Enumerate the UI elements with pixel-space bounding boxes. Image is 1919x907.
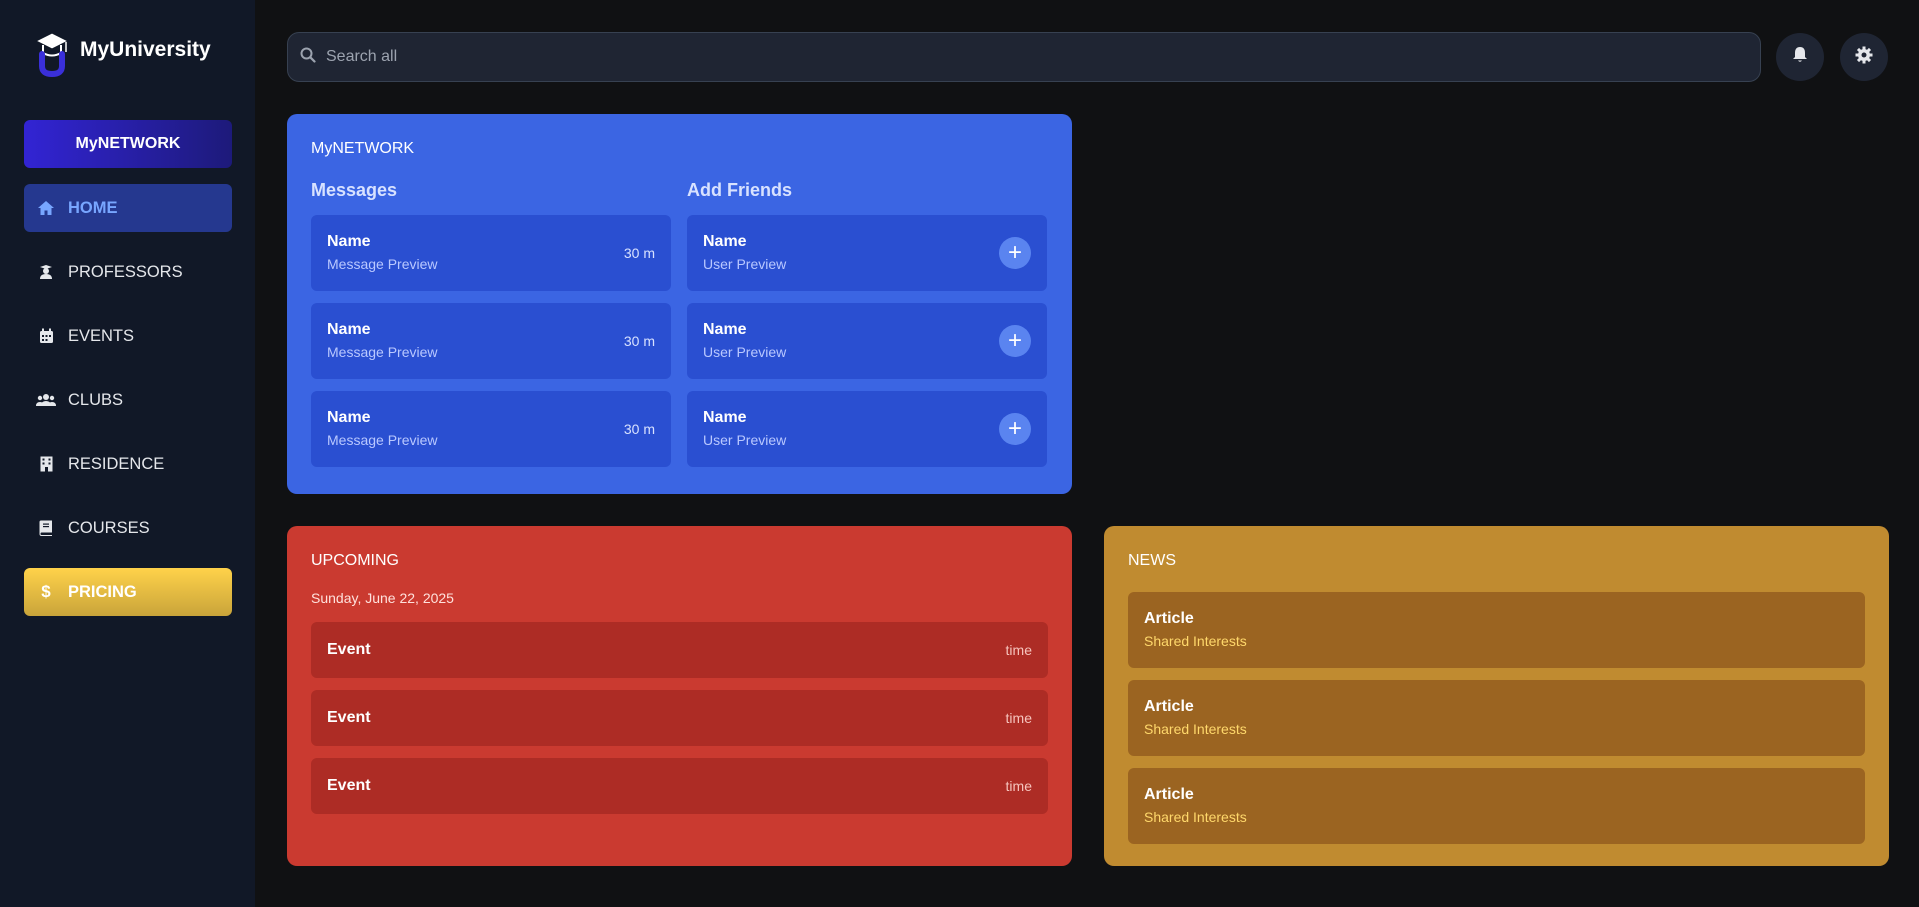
message-time: 30 m bbox=[623, 421, 655, 437]
logo[interactable]: MyUniversity bbox=[32, 28, 211, 78]
add-friends-heading: Add Friends bbox=[687, 180, 793, 200]
message-item[interactable]: Name Message Preview 30 m bbox=[311, 215, 671, 291]
settings-button[interactable] bbox=[1840, 33, 1888, 81]
article-title: Article bbox=[1144, 698, 1194, 715]
graduation-cap-logo-icon bbox=[32, 28, 72, 78]
friend-preview: User Preview bbox=[703, 432, 787, 448]
notifications-button[interactable] bbox=[1776, 33, 1824, 81]
add-friends-column: Add Friends Name User Preview + Name Use… bbox=[687, 180, 1047, 479]
bell-icon bbox=[1792, 46, 1808, 68]
message-preview: Message Preview bbox=[327, 432, 438, 448]
add-friend-button[interactable]: + bbox=[999, 325, 1031, 357]
users-icon bbox=[36, 391, 56, 409]
sidebar-item-events[interactable]: EVENTS bbox=[24, 312, 232, 360]
upcoming-card: UPCOMING Sunday, June 22, 2025 Event tim… bbox=[287, 526, 1072, 866]
search-icon bbox=[300, 47, 316, 68]
sidebar-item-pricing[interactable]: $ PRICING bbox=[24, 568, 232, 616]
sidebar-item-professors[interactable]: PROFESSORS bbox=[24, 248, 232, 296]
sidebar: MyUniversity MyNETWORK HOME PROFESSORS E… bbox=[0, 0, 255, 907]
article-title: Article bbox=[1144, 786, 1194, 803]
messages-heading: Messages bbox=[311, 180, 398, 200]
add-friend-button[interactable]: + bbox=[999, 237, 1031, 269]
building-icon bbox=[36, 455, 56, 473]
friend-suggestion[interactable]: Name User Preview + bbox=[687, 215, 1047, 291]
home-icon bbox=[36, 199, 56, 217]
search-bar[interactable] bbox=[287, 32, 1761, 82]
event-time: time bbox=[1005, 710, 1032, 726]
dollar-icon: $ bbox=[41, 582, 51, 601]
news-article[interactable]: Article Shared Interests bbox=[1128, 592, 1865, 668]
event-name: Event bbox=[327, 709, 371, 726]
sidebar-item-home[interactable]: HOME bbox=[24, 184, 232, 232]
add-friend-button[interactable]: + bbox=[999, 413, 1031, 445]
message-sender: Name bbox=[327, 321, 371, 338]
mynetwork-button[interactable]: MyNETWORK bbox=[24, 120, 232, 168]
sidebar-item-label: RESIDENCE bbox=[68, 454, 165, 473]
gear-icon bbox=[1855, 46, 1873, 69]
sidebar-item-label: PRICING bbox=[68, 582, 137, 601]
news-article[interactable]: Article Shared Interests bbox=[1128, 680, 1865, 756]
message-item[interactable]: Name Message Preview 30 m bbox=[311, 303, 671, 379]
event-time: time bbox=[1005, 642, 1032, 658]
news-card-title: NEWS bbox=[1128, 552, 1176, 569]
friend-suggestion[interactable]: Name User Preview + bbox=[687, 303, 1047, 379]
article-tag: Shared Interests bbox=[1144, 721, 1247, 737]
message-preview: Message Preview bbox=[327, 256, 438, 272]
event-item[interactable]: Event time bbox=[311, 690, 1048, 746]
article-tag: Shared Interests bbox=[1144, 809, 1247, 825]
friend-preview: User Preview bbox=[703, 344, 787, 360]
event-item[interactable]: Event time bbox=[311, 622, 1048, 678]
professor-icon bbox=[36, 263, 56, 281]
network-card: MyNETWORK Messages Name Message Preview … bbox=[287, 114, 1072, 494]
sidebar-nav: MyNETWORK HOME PROFESSORS EVENTS CLUBS bbox=[24, 120, 232, 632]
event-name: Event bbox=[327, 641, 371, 658]
news-card: NEWS Article Shared Interests Article Sh… bbox=[1104, 526, 1889, 866]
event-item[interactable]: Event time bbox=[311, 758, 1048, 814]
sidebar-item-label: EVENTS bbox=[68, 326, 135, 345]
article-tag: Shared Interests bbox=[1144, 633, 1247, 649]
upcoming-date: Sunday, June 22, 2025 bbox=[311, 590, 454, 606]
sidebar-item-clubs[interactable]: CLUBS bbox=[24, 376, 232, 424]
message-time: 30 m bbox=[623, 245, 655, 261]
message-sender: Name bbox=[327, 233, 371, 250]
sidebar-item-label: PROFESSORS bbox=[68, 262, 183, 281]
upcoming-card-title: UPCOMING bbox=[311, 552, 399, 569]
message-time: 30 m bbox=[623, 333, 655, 349]
sidebar-item-courses[interactable]: COURSES bbox=[24, 504, 232, 552]
app-title: MyUniversity bbox=[80, 38, 211, 61]
sidebar-item-label: COURSES bbox=[68, 518, 150, 537]
friend-name: Name bbox=[703, 233, 747, 250]
event-name: Event bbox=[327, 777, 371, 794]
news-article[interactable]: Article Shared Interests bbox=[1128, 768, 1865, 844]
sidebar-item-residence[interactable]: RESIDENCE bbox=[24, 440, 232, 488]
network-card-title: MyNETWORK bbox=[311, 140, 415, 157]
event-time: time bbox=[1005, 778, 1032, 794]
message-sender: Name bbox=[327, 409, 371, 426]
friend-name: Name bbox=[703, 321, 747, 338]
message-item[interactable]: Name Message Preview 30 m bbox=[311, 391, 671, 467]
message-preview: Message Preview bbox=[327, 344, 438, 360]
friend-suggestion[interactable]: Name User Preview + bbox=[687, 391, 1047, 467]
messages-column: Messages Name Message Preview 30 m Name … bbox=[311, 180, 671, 479]
friend-preview: User Preview bbox=[703, 256, 787, 272]
sidebar-item-label: HOME bbox=[68, 198, 118, 217]
calendar-icon bbox=[36, 327, 56, 345]
sidebar-item-label: CLUBS bbox=[68, 390, 124, 409]
book-icon bbox=[36, 519, 56, 537]
article-title: Article bbox=[1144, 610, 1194, 627]
friend-name: Name bbox=[703, 409, 747, 426]
search-input[interactable] bbox=[326, 48, 1726, 66]
